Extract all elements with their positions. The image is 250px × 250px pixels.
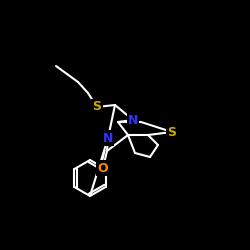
- Text: N: N: [128, 114, 138, 126]
- Text: N: N: [103, 132, 113, 144]
- Text: S: S: [168, 126, 176, 138]
- Text: S: S: [92, 100, 102, 114]
- Text: O: O: [98, 162, 108, 174]
